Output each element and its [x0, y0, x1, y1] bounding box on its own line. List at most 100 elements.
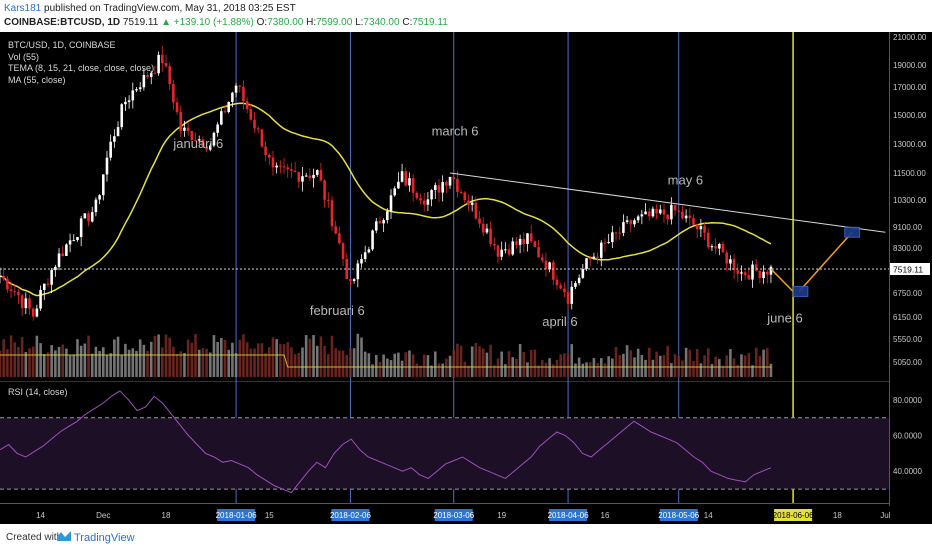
- candle-body: [426, 199, 430, 205]
- volume-bar: [651, 359, 655, 377]
- volume-bar: [90, 353, 94, 377]
- candle-body: [474, 202, 478, 219]
- candle-body: [113, 136, 116, 142]
- volume-bar: [533, 349, 537, 377]
- legend-symbol[interactable]: BTC/USD, 1D, COINBASE: [8, 40, 116, 50]
- candle-body: [529, 233, 533, 242]
- candle-body: [293, 170, 297, 173]
- candle-body: [57, 253, 61, 267]
- volume-bar: [670, 363, 673, 377]
- volume-bar: [430, 365, 433, 377]
- candle-body: [142, 75, 146, 88]
- author-link[interactable]: Kars181: [4, 3, 42, 14]
- time-tick-label: 18: [162, 511, 171, 520]
- volume-bar: [127, 349, 131, 377]
- candle-body: [670, 204, 673, 220]
- candle-body: [90, 212, 94, 222]
- candle-body: [485, 228, 489, 233]
- candle-body: [706, 232, 710, 248]
- candle-body: [688, 215, 692, 218]
- volume-bar: [474, 342, 478, 377]
- volume-bar: [76, 339, 79, 377]
- volume-group: [0, 333, 773, 377]
- volume-bar: [695, 348, 699, 377]
- volume-bar: [415, 363, 419, 377]
- volume-bar: [367, 353, 371, 377]
- volume-bar: [644, 359, 647, 377]
- volume-bar: [718, 359, 721, 377]
- volume-bar: [729, 349, 732, 377]
- candle-body: [692, 217, 695, 225]
- tradingview-brand[interactable]: TradingView: [74, 532, 135, 544]
- candle-body: [172, 84, 175, 103]
- volume-bar: [65, 348, 68, 377]
- volume-bar: [28, 348, 31, 377]
- volume-bar: [504, 364, 507, 377]
- volume-bar: [570, 344, 574, 377]
- volume-bar: [17, 347, 20, 377]
- candle-body: [315, 170, 319, 175]
- candle-body: [445, 182, 448, 186]
- volume-bar: [485, 352, 489, 377]
- candle-body: [54, 266, 57, 271]
- volume-bar: [72, 354, 76, 377]
- volume-bar: [441, 363, 444, 377]
- pane-divider: [0, 381, 889, 382]
- candle-body: [677, 210, 681, 212]
- volume-bar: [116, 336, 120, 377]
- candle-body: [603, 242, 607, 244]
- chart-svg[interactable]: januari 6 februari 6 march 6 april 6 may 6 ju…: [0, 32, 932, 524]
- candle-body: [352, 279, 356, 281]
- candle-body: [330, 200, 334, 227]
- candle-body: [179, 112, 183, 131]
- legend-tema[interactable]: TEMA (8, 15, 21, close, close, close): [8, 63, 155, 73]
- candle-body: [2, 275, 5, 279]
- volume-bar: [699, 363, 703, 377]
- date-tag-bg: [549, 509, 588, 521]
- candle-body: [754, 264, 758, 271]
- volume-bar: [611, 358, 614, 377]
- time-tick-label: Jul: [880, 511, 890, 520]
- volume-bar: [371, 364, 374, 377]
- volume-bar: [168, 337, 171, 377]
- chart-area[interactable]: januari 6 februari 6 march 6 april 6 may 6 ju…: [0, 32, 932, 524]
- legend-volume[interactable]: Vol (55): [8, 51, 40, 62]
- price-tick-label: 8300.00: [893, 244, 922, 253]
- legend-ma[interactable]: MA (55, close): [8, 74, 66, 85]
- price-tick-label: 7519.11: [893, 265, 923, 275]
- volume-bar: [54, 350, 57, 377]
- candle-body: [433, 185, 437, 191]
- volume-bar: [360, 337, 363, 377]
- volume-bar: [87, 335, 90, 377]
- candle-body: [231, 92, 234, 102]
- candle-body: [681, 211, 684, 219]
- candle-body: [570, 286, 574, 304]
- candle-body: [72, 240, 76, 242]
- volume-bar: [574, 363, 577, 377]
- candle-body: [245, 100, 249, 110]
- volume-bar: [732, 358, 736, 377]
- volume-bar: [629, 350, 633, 377]
- candle-body: [404, 171, 408, 186]
- volume-bar: [566, 353, 570, 377]
- candle-body: [242, 86, 245, 101]
- volume-bar: [515, 358, 518, 377]
- candle-body: [386, 211, 389, 221]
- candle-body: [478, 218, 481, 224]
- last-price-tag: [890, 263, 930, 275]
- candle-body: [504, 249, 507, 251]
- candle-body: [9, 289, 13, 292]
- symbol-label[interactable]: COINBASE:BTCUSD, 1D: [4, 17, 121, 28]
- time-tick-label: 2018-01-06: [216, 511, 257, 520]
- volume-bar: [271, 337, 275, 377]
- time-tick-label: 2018-04-06: [548, 511, 589, 520]
- volume-bar: [256, 343, 260, 377]
- price-tick-label: 21000.00: [893, 33, 927, 42]
- target-box-1: [792, 285, 809, 297]
- candle-body: [120, 104, 124, 128]
- candle-body: [39, 289, 42, 309]
- candle-body: [301, 176, 304, 182]
- volume-bar: [706, 348, 710, 377]
- candle-body: [769, 266, 773, 275]
- rsi-legend[interactable]: RSI (14, close): [8, 387, 68, 397]
